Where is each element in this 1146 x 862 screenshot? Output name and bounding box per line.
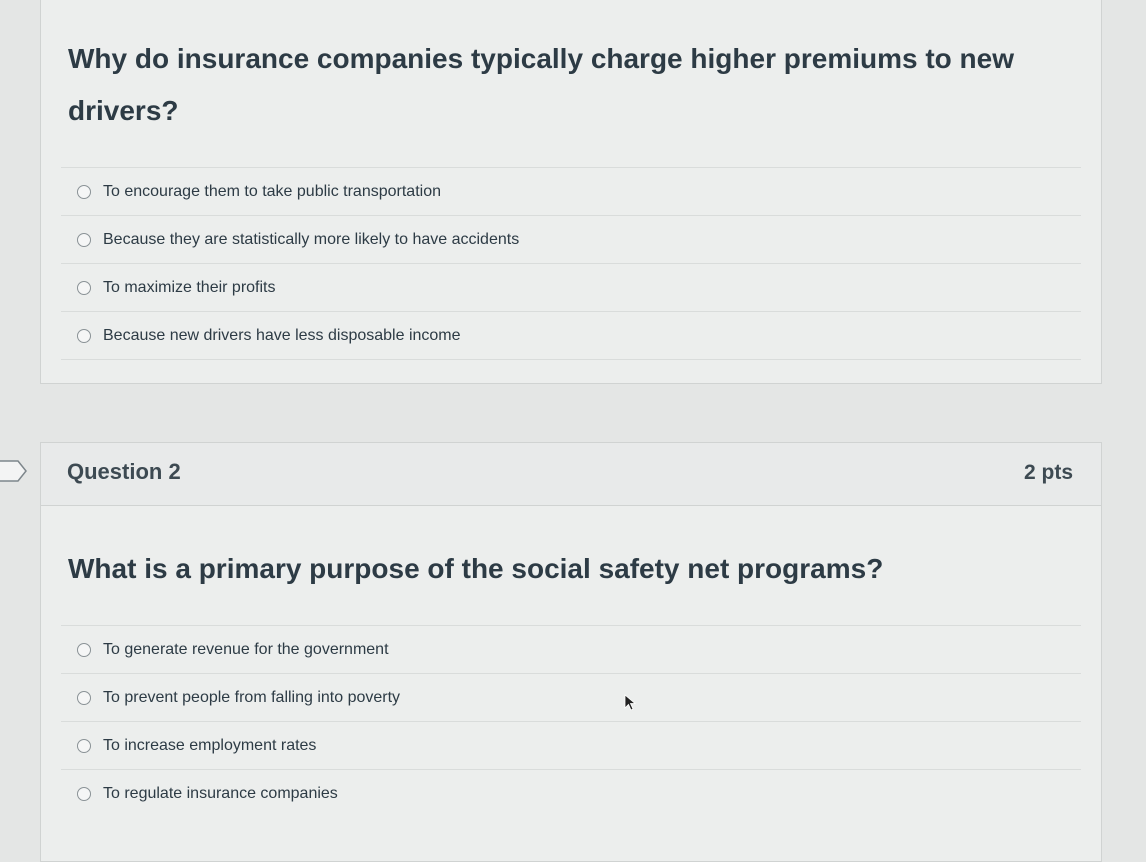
- answer-label: Because new drivers have less disposable…: [103, 326, 461, 344]
- answer-option[interactable]: To maximize their profits: [61, 263, 1081, 311]
- question-points: 2 pts: [1023, 461, 1073, 484]
- answer-option[interactable]: Because they are statistically more like…: [61, 215, 1081, 263]
- question-2-text: What is a primary purpose of the social …: [68, 553, 884, 584]
- answer-label: To prevent people from falling into pove…: [103, 688, 401, 706]
- answer-option[interactable]: To generate revenue for the government: [61, 625, 1081, 673]
- question-1-answers: To encourage them to take public transpo…: [61, 167, 1081, 360]
- flag-question-icon[interactable]: [0, 458, 28, 484]
- answer-label: To regulate insurance companies: [103, 784, 338, 802]
- radio-button[interactable]: [77, 690, 91, 705]
- answer-option[interactable]: To increase employment rates: [61, 721, 1081, 769]
- radio-button[interactable]: [77, 232, 91, 247]
- mouse-cursor-icon: [624, 694, 637, 711]
- radio-button[interactable]: [77, 738, 91, 753]
- answer-label: Because they are statistically more like…: [103, 230, 520, 248]
- question-1-text: Why do insurance companies typically cha…: [68, 43, 1015, 126]
- question-title: Question 2: [67, 459, 181, 484]
- question-2-answers: To generate revenue for the government T…: [61, 625, 1081, 817]
- radio-button[interactable]: [77, 786, 91, 801]
- question-2-header: Question 2 2 pts: [41, 443, 1101, 506]
- radio-button[interactable]: [77, 328, 91, 343]
- radio-button[interactable]: [77, 184, 91, 199]
- answer-label: To generate revenue for the government: [103, 640, 389, 658]
- answer-label: To maximize their profits: [103, 278, 276, 296]
- radio-button[interactable]: [77, 280, 91, 295]
- answer-option[interactable]: To regulate insurance companies: [61, 769, 1081, 817]
- question-2-card: Question 2 2 pts What is a primary purpo…: [40, 442, 1102, 862]
- question-1-card: Why do insurance companies typically cha…: [40, 0, 1102, 384]
- answer-option[interactable]: To encourage them to take public transpo…: [61, 167, 1081, 215]
- answer-label: To encourage them to take public transpo…: [103, 182, 441, 200]
- answer-option[interactable]: Because new drivers have less disposable…: [61, 311, 1081, 360]
- answer-label: To increase employment rates: [103, 736, 317, 754]
- answer-option[interactable]: To prevent people from falling into pove…: [61, 673, 1081, 721]
- radio-button[interactable]: [77, 642, 91, 657]
